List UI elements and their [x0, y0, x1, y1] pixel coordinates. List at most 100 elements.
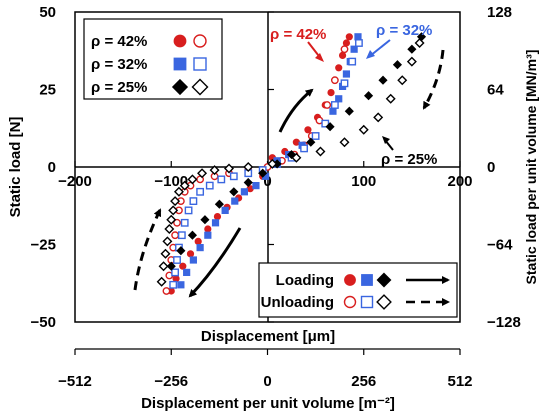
data-point [180, 218, 189, 227]
data-point [204, 231, 212, 239]
data-point [252, 181, 260, 190]
data-point [344, 106, 354, 116]
data-point [156, 276, 167, 287]
unloading-curve-arrow-lower [133, 208, 162, 291]
data-point [315, 146, 326, 157]
loading-curve-arrow-upper [278, 88, 314, 133]
data-point [240, 188, 248, 196]
data-point [378, 75, 388, 85]
data-point [173, 218, 181, 227]
loading-curve-arrow-lower [188, 227, 242, 298]
legend-marker-open [193, 57, 207, 71]
data-point [166, 214, 177, 225]
x2-axis-title: Displacement per unit volume [m⁻²] [141, 395, 395, 412]
y2-tick-label: 128 [487, 4, 512, 21]
data-point [196, 243, 204, 252]
legend-marker-open [191, 78, 209, 96]
legend-mode: Loading Unloading [261, 272, 450, 311]
legend-marker-filled [173, 57, 187, 71]
data-point [173, 256, 181, 264]
data-point [189, 256, 197, 264]
data-point [363, 91, 374, 101]
data-point [173, 186, 184, 197]
legend-rho-label: ρ = 42% [91, 33, 147, 50]
arrow-rho-32 [369, 39, 391, 57]
data-point [339, 137, 350, 148]
legend-marker-filled [171, 78, 189, 96]
data-point [197, 168, 208, 179]
data-point [335, 95, 343, 103]
data-point [229, 187, 239, 197]
data-point [158, 261, 169, 272]
data-point [162, 236, 173, 247]
data-point [291, 152, 302, 163]
data-point [258, 168, 268, 178]
data-point [321, 119, 330, 128]
data-point [340, 79, 349, 88]
data-point [340, 45, 349, 54]
data-point [168, 205, 179, 216]
legend-mode-marker [344, 274, 356, 286]
data-point [350, 45, 358, 53]
data-point [177, 281, 185, 289]
x-tick-label: 100 [351, 173, 376, 190]
data-point [231, 197, 239, 205]
data-point [172, 274, 180, 283]
data-point [169, 280, 178, 289]
data-point [355, 39, 363, 47]
x2-tick-label: 0 [263, 373, 271, 390]
x-tick-label: 0 [263, 173, 271, 190]
data-point [184, 206, 193, 215]
data-point [194, 237, 202, 245]
data-point [171, 268, 179, 277]
data-point [342, 39, 351, 47]
data-point [392, 60, 403, 70]
data-point [358, 124, 369, 135]
data-point [345, 33, 353, 41]
data-point [179, 262, 187, 270]
data-point [224, 163, 234, 174]
x-axis-title: Displacement [μm] [201, 328, 335, 345]
data-point [186, 250, 195, 258]
data-point [179, 180, 190, 191]
annotation-rho-42: ρ = 42% [270, 26, 326, 43]
y2-axis-title: Static load per unit volume [MN/m³] [523, 50, 539, 285]
data-point [342, 70, 351, 78]
data-point [162, 287, 171, 295]
y-tick-label: 25 [39, 82, 56, 99]
data-point [200, 215, 210, 225]
data-point [183, 268, 191, 277]
data-point [330, 101, 339, 109]
data-point [221, 206, 229, 214]
y2-tick-label: −64 [487, 237, 513, 254]
annotation-rho-32: ρ = 32% [376, 22, 432, 39]
data-point [214, 199, 224, 209]
data-point [217, 175, 226, 184]
data-point [209, 165, 220, 176]
y-tick-label: 50 [39, 4, 56, 21]
data-point [329, 107, 337, 115]
data-point [327, 89, 335, 97]
data-point [171, 231, 180, 240]
legend-mode-label: Loading [276, 272, 334, 289]
legend-mode-marker [360, 295, 374, 309]
legend-mode-marker [361, 274, 373, 286]
data-point [348, 57, 357, 66]
data-point [311, 132, 320, 140]
data-point [354, 33, 362, 41]
data-point [229, 172, 238, 181]
annotation-rho-25: ρ = 25% [381, 151, 437, 168]
data-point [407, 44, 417, 54]
x2-tick-label: 256 [351, 373, 376, 390]
legend-marker-open [193, 34, 207, 48]
data-point [304, 126, 312, 134]
data-point [306, 137, 316, 147]
data-point [166, 261, 176, 271]
data-point [397, 75, 408, 86]
data-point [373, 112, 384, 123]
data-point [385, 93, 396, 104]
unloading-curve-arrow-upper [422, 49, 445, 110]
y-tick-label: 0 [48, 159, 56, 176]
x2-tick-label: 512 [447, 373, 472, 390]
data-point [176, 246, 186, 256]
